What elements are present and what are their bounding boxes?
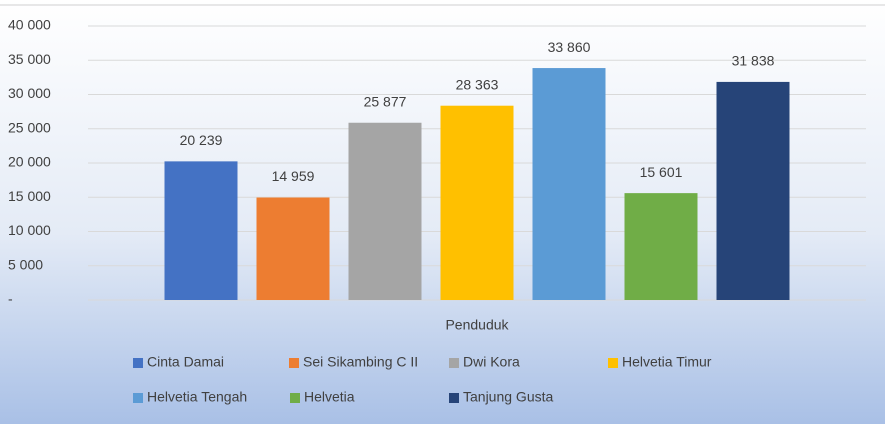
legend-swatch bbox=[133, 393, 143, 403]
data-label: 31 838 bbox=[732, 53, 775, 69]
data-label: 15 601 bbox=[640, 164, 683, 180]
legend-swatch bbox=[449, 393, 459, 403]
legend-swatch bbox=[608, 358, 618, 368]
y-tick-label: 10 000 bbox=[8, 222, 51, 238]
y-tick-label: 5 000 bbox=[8, 256, 43, 272]
y-tick-label: - bbox=[8, 291, 13, 307]
data-label: 28 363 bbox=[456, 76, 499, 92]
legend-swatch bbox=[449, 358, 459, 368]
legend-label: Helvetia Timur bbox=[622, 354, 712, 370]
bar bbox=[348, 122, 422, 300]
legend-swatch bbox=[289, 358, 299, 368]
data-label: 20 239 bbox=[180, 132, 223, 148]
bar bbox=[440, 105, 514, 301]
legend-label: Helvetia Tengah bbox=[147, 389, 247, 405]
legend-label: Dwi Kora bbox=[463, 354, 520, 370]
data-label: 25 877 bbox=[364, 93, 407, 109]
legend-swatch bbox=[290, 393, 300, 403]
data-label: 33 860 bbox=[548, 39, 591, 55]
bar bbox=[716, 81, 790, 300]
legend-label: Tanjung Gusta bbox=[463, 389, 553, 405]
legend-label: Cinta Damai bbox=[147, 354, 224, 370]
legend-label: Sei Sikambing C II bbox=[303, 354, 418, 370]
y-tick-label: 20 000 bbox=[8, 154, 51, 170]
y-tick-label: 15 000 bbox=[8, 188, 51, 204]
legend-label: Helvetia bbox=[304, 389, 355, 405]
data-label: 14 959 bbox=[272, 168, 315, 184]
y-tick-label: 25 000 bbox=[8, 119, 51, 135]
x-axis-label: Penduduk bbox=[445, 317, 509, 333]
bar bbox=[256, 197, 330, 300]
bar bbox=[532, 68, 606, 301]
bar bbox=[164, 161, 238, 300]
bar bbox=[624, 193, 698, 300]
y-tick-label: 30 000 bbox=[8, 85, 51, 101]
y-tick-label: 35 000 bbox=[8, 51, 51, 67]
y-tick-label: 40 000 bbox=[8, 17, 51, 33]
legend-swatch bbox=[133, 358, 143, 368]
